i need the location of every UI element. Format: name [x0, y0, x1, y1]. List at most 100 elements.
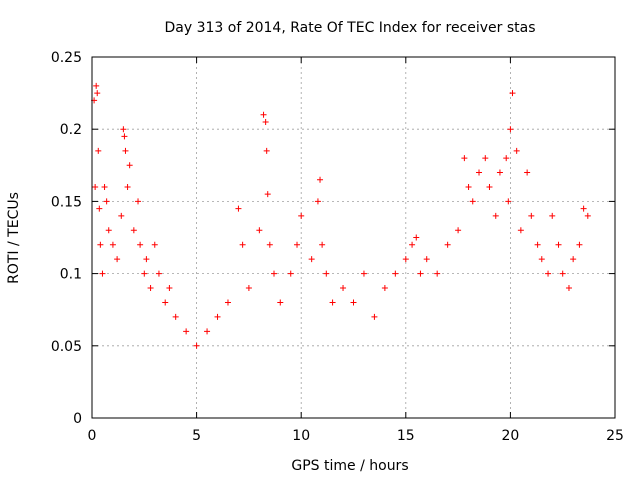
data-point — [545, 270, 552, 277]
data-point — [549, 212, 556, 219]
data-point — [162, 299, 169, 306]
data-point — [402, 256, 409, 263]
axis-ticks — [91, 56, 616, 419]
data-point — [245, 285, 252, 292]
data-point — [101, 183, 108, 190]
data-point — [263, 147, 270, 154]
data-point — [224, 299, 231, 306]
data-point — [294, 241, 301, 248]
y-tick-label: 0.1 — [60, 267, 82, 283]
data-point — [350, 299, 357, 306]
data-point — [97, 241, 104, 248]
x-tick-label: 25 — [606, 428, 624, 444]
data-point — [99, 270, 106, 277]
data-point — [482, 155, 489, 162]
data-point — [580, 205, 587, 212]
data-point — [155, 270, 162, 277]
data-point — [409, 241, 416, 248]
data-point — [262, 118, 269, 125]
data-point — [417, 270, 424, 277]
y-axis-label: ROTI / TECUs — [6, 192, 22, 284]
data-point — [538, 256, 545, 263]
data-point — [381, 285, 388, 292]
data-point — [239, 241, 246, 248]
data-point — [517, 227, 524, 234]
x-tick-label: 20 — [501, 428, 519, 444]
data-point — [103, 198, 110, 205]
data-point — [340, 285, 347, 292]
data-point — [413, 234, 420, 241]
data-point — [109, 241, 116, 248]
data-point — [314, 198, 321, 205]
data-point — [92, 183, 99, 190]
data-point — [392, 270, 399, 277]
y-tick-label: 0.05 — [51, 339, 82, 355]
data-point — [96, 205, 103, 212]
data-point — [122, 147, 129, 154]
data-point — [151, 241, 158, 248]
data-point — [183, 328, 190, 335]
data-point — [565, 285, 572, 292]
data-point — [509, 90, 516, 97]
x-tick-label: 10 — [292, 428, 310, 444]
data-point — [298, 212, 305, 219]
data-point — [287, 270, 294, 277]
data-point — [317, 176, 324, 183]
data-point — [266, 241, 273, 248]
data-point — [559, 270, 566, 277]
data-point — [434, 270, 441, 277]
data-point — [94, 90, 101, 97]
data-point — [141, 270, 148, 277]
data-point — [444, 241, 451, 248]
data-point — [130, 227, 137, 234]
data-point — [319, 241, 326, 248]
data-point — [126, 162, 133, 169]
data-point — [124, 183, 131, 190]
data-point — [114, 256, 121, 263]
data-point — [513, 147, 520, 154]
data-point — [121, 133, 128, 140]
data-point — [524, 169, 531, 176]
data-point — [423, 256, 430, 263]
data-point — [120, 126, 127, 133]
x-tick-label: 5 — [192, 428, 201, 444]
data-point — [455, 227, 462, 234]
data-point — [486, 183, 493, 190]
data-points — [91, 82, 591, 349]
data-point — [93, 82, 100, 89]
data-point — [469, 198, 476, 205]
y-tick-labels: 0 0.05 0.1 0.15 0.2 0.25 — [51, 50, 82, 427]
data-point — [271, 270, 278, 277]
data-point — [323, 270, 330, 277]
data-point — [135, 198, 142, 205]
data-point — [505, 198, 512, 205]
data-point — [329, 299, 336, 306]
data-point — [137, 241, 144, 248]
y-tick-label: 0 — [73, 411, 82, 427]
data-point — [264, 191, 271, 198]
x-tick-label: 0 — [88, 428, 97, 444]
data-point — [105, 227, 112, 234]
x-tick-label: 15 — [397, 428, 415, 444]
data-point — [260, 111, 267, 118]
data-point — [118, 212, 125, 219]
data-point — [308, 256, 315, 263]
data-point — [214, 313, 221, 320]
data-point — [584, 212, 591, 219]
x-tick-labels: 0 5 10 15 20 25 — [88, 428, 624, 444]
data-point — [534, 241, 541, 248]
data-point — [476, 169, 483, 176]
data-point — [496, 169, 503, 176]
data-point — [235, 205, 242, 212]
data-point — [204, 328, 211, 335]
data-point — [503, 155, 510, 162]
plot-frame — [91, 56, 616, 419]
data-point — [461, 155, 468, 162]
data-point — [492, 212, 499, 219]
data-point — [371, 313, 378, 320]
data-point — [166, 285, 173, 292]
data-point — [193, 342, 200, 349]
data-point — [95, 147, 102, 154]
